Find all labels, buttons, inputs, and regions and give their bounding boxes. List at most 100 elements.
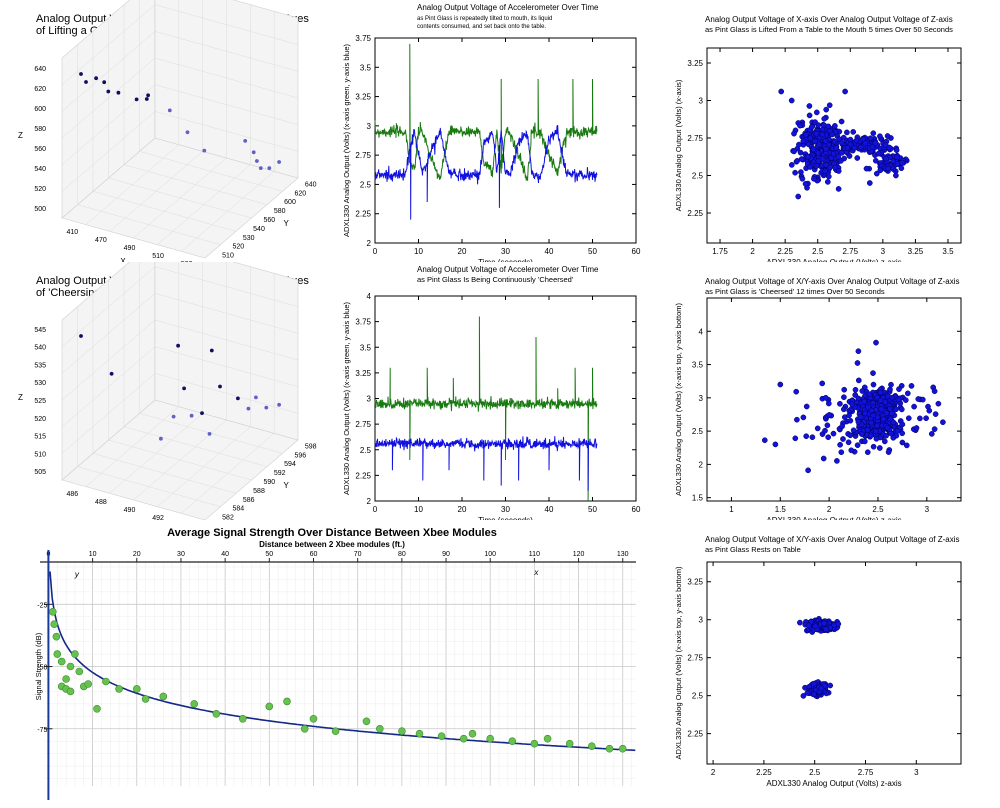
y-tick-label: 3.25: [687, 578, 703, 587]
data-point: [800, 138, 807, 145]
data-point: [819, 380, 826, 387]
data-point: [928, 431, 935, 437]
data-point: [880, 416, 887, 422]
plot-frame: [706, 47, 962, 244]
x-tick-label: 2.5: [872, 505, 884, 514]
z-tick-label: 525: [34, 398, 46, 405]
data-point: [894, 428, 901, 434]
data-point: [840, 406, 847, 413]
data-point: [862, 410, 868, 417]
z-axis-label: Z: [18, 393, 23, 402]
data-point: [508, 737, 517, 745]
data-point: [925, 403, 931, 410]
data-point: [815, 150, 822, 156]
x-tick-label: 1: [729, 505, 734, 514]
data-point: [207, 432, 212, 436]
data-point: [940, 419, 946, 426]
data-point: [309, 715, 318, 723]
y-tick-label: -75: [37, 727, 47, 734]
x-tick-label: 3.5: [942, 247, 954, 256]
data-point: [267, 166, 272, 171]
data-point: [835, 153, 842, 160]
chart-line-lifting: Analog Output Voltage of Accelerometer O…: [330, 0, 665, 267]
y-tick-label: 2.25: [355, 210, 371, 219]
data-point: [837, 441, 843, 448]
chart-subtitle: as Pint Glass is 'Cheersed' 12 times Ove…: [705, 287, 885, 296]
data-point: [873, 170, 880, 177]
data-point: [842, 88, 848, 95]
y-axis-label: ADXL330 Analog Output (Volts) (x-axis gr…: [342, 43, 351, 237]
data-point: [872, 140, 879, 146]
x-tick-label: 10: [414, 505, 423, 514]
x-tick-label: 410: [66, 229, 78, 236]
y-tick-label: 2.75: [687, 654, 703, 663]
data-point: [792, 435, 799, 442]
data-point: [878, 406, 885, 413]
chart-signal-strength: Average Signal Strength Over Distance Be…: [0, 520, 665, 803]
data-point: [141, 695, 150, 703]
data-point: [890, 419, 897, 426]
data-point: [899, 430, 906, 437]
y-tick-label: 2.25: [355, 471, 371, 480]
x-tick-label: 486: [66, 491, 78, 498]
data-point: [212, 710, 221, 718]
data-point: [255, 159, 259, 163]
data-point: [812, 623, 819, 630]
data-point: [840, 436, 846, 442]
data-point: [799, 175, 806, 182]
data-point: [848, 447, 855, 454]
data-point: [911, 403, 917, 410]
data-point: [864, 449, 871, 456]
data-point: [277, 160, 281, 164]
y-tick-label: 3: [367, 122, 372, 131]
data-point: [854, 360, 861, 366]
data-point: [834, 458, 840, 464]
data-point: [883, 155, 889, 162]
data-point: [812, 138, 819, 145]
data-point: [859, 388, 866, 394]
data-point: [794, 157, 801, 164]
data-point: [883, 410, 890, 416]
series-line: [374, 316, 598, 502]
data-point: [855, 377, 862, 384]
x-tick-label: 10: [89, 551, 97, 558]
data-point: [66, 662, 75, 671]
data-point: [200, 411, 204, 415]
data-point: [887, 386, 893, 393]
data-point: [102, 677, 110, 686]
data-point: [802, 181, 809, 187]
data-point: [847, 432, 854, 439]
y-tick-label: 2.5: [692, 427, 704, 436]
z-tick-label: 545: [34, 327, 46, 334]
data-point: [866, 391, 873, 398]
data-point: [885, 165, 891, 172]
chart-title: Analog Output Voltage of X-axis Over Ana…: [705, 15, 953, 24]
data-point: [863, 165, 870, 172]
data-point: [106, 89, 111, 94]
data-point: [254, 395, 258, 400]
data-point: [905, 415, 912, 422]
data-point: [803, 403, 810, 410]
data-point: [331, 727, 340, 735]
data-point: [807, 164, 814, 170]
y-tick-label: 3.5: [360, 343, 372, 352]
data-point: [822, 394, 829, 401]
y-axis-label: ADXL330 Analog Output (Volts) (x-axis gr…: [342, 301, 351, 495]
x-tick-label: 3: [881, 247, 886, 256]
data-point: [832, 123, 838, 129]
data-point: [890, 158, 897, 165]
z-axis-label: Z: [18, 131, 23, 140]
data-point: [375, 725, 384, 733]
data-point: [852, 386, 859, 393]
data-point: [814, 425, 821, 432]
data-point: [829, 131, 836, 138]
x-tick-label: 1.5: [775, 505, 787, 514]
z-tick-label: 540: [34, 345, 46, 352]
data-point: [791, 130, 797, 137]
x-tick-label: 70: [354, 551, 362, 558]
data-point: [618, 744, 627, 753]
y-tick-label: 600: [284, 199, 296, 206]
x-tick-label: 50: [588, 247, 597, 256]
data-point: [867, 135, 874, 142]
data-point: [884, 133, 891, 139]
